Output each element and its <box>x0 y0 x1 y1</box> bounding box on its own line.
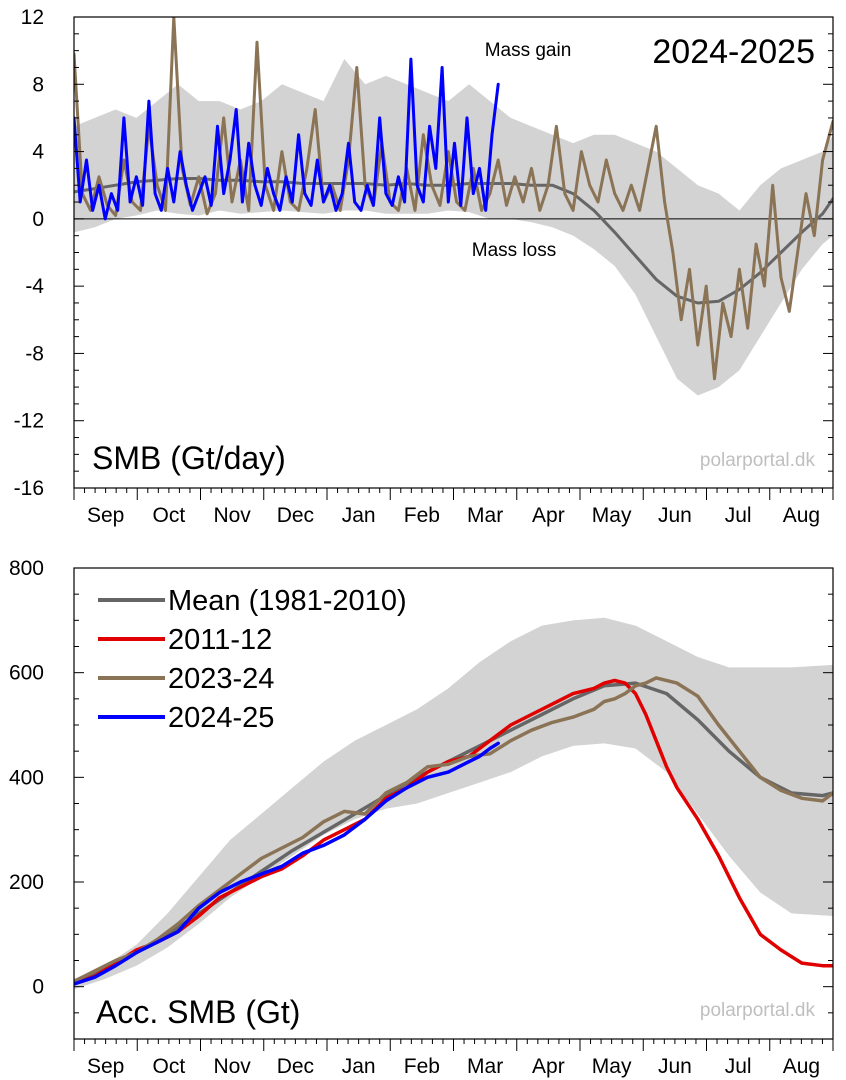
acc-smb-x-tick-label: Aug <box>783 1055 820 1078</box>
season-title: 2024-2025 <box>652 33 815 71</box>
acc-smb-x-tick-label: Mar <box>467 1055 503 1078</box>
acc-smb-x-tick-label: May <box>592 1055 632 1078</box>
daily-smb-x-tick-label: Oct <box>153 504 186 527</box>
legend-label-2011-12: 2011-12 <box>168 624 272 656</box>
acc-smb-series-2024-25 <box>74 741 500 986</box>
daily-smb-plot-area <box>74 17 833 396</box>
daily-smb-x-tick-label: May <box>592 504 632 527</box>
daily-smb-y-tick-label: -8 <box>25 342 44 365</box>
accumulated-smb-panel: Sep Oct Nov Dec Jan Feb Mar Apr May Jun Jul Aug 800 6… <box>9 557 834 1078</box>
legend: Mean (1981-2010) 2011-12 2023-24 2024-25 <box>98 585 407 734</box>
daily-smb-x-tick-label: Sep <box>87 504 124 527</box>
acc-smb-x-tick-label: Jul <box>725 1055 752 1078</box>
acc-smb-x-tick-label: Dec <box>277 1055 314 1078</box>
acc-smb-x-tick-label: Nov <box>213 1055 251 1078</box>
daily-smb-y-tick-label: 8 <box>32 73 44 96</box>
daily-smb-x-tick-label: Feb <box>404 504 440 527</box>
acc-smb-x-tick-label: Jun <box>658 1055 692 1078</box>
daily-smb-panel-label: SMB (Gt/day) <box>92 440 286 476</box>
daily-smb-y-tick-label: 0 <box>32 208 44 231</box>
accumulated-smb-axes: Sep Oct Nov Dec Jan Feb Mar Apr May Jun Jul Aug 800 6… <box>9 557 834 1078</box>
daily-smb-y-tick-label: -4 <box>25 275 44 298</box>
acc-smb-x-tick-label: Feb <box>404 1055 440 1078</box>
acc-smb-y-tick-label: 600 <box>9 662 44 685</box>
acc-smb-y-tick-label: 400 <box>9 766 44 789</box>
daily-smb-y-tick-label: -16 <box>14 477 44 500</box>
legend-label-mean-1981-2010: Mean (1981-2010) <box>168 585 407 617</box>
daily-smb-series-2024-25 <box>74 57 500 221</box>
acc-smb-series-2023-24 <box>74 676 833 984</box>
accumulated-smb-panel-label: Acc. SMB (Gt) <box>96 994 300 1030</box>
mass-gain-annotation: Mass gain <box>485 40 572 61</box>
daily-smb-y-tick-label: 12 <box>21 6 44 29</box>
daily-smb-y-tick-label: 4 <box>32 141 44 164</box>
daily-smb-x-tick-label: Apr <box>532 504 565 527</box>
daily-smb-x-tick-label: Jul <box>725 504 752 527</box>
acc-smb-series-2011-12 <box>74 678 833 986</box>
legend-label-2023-24: 2023-24 <box>168 663 274 695</box>
acc-smb-x-tick-label: Oct <box>153 1055 186 1078</box>
acc-smb-y-tick-label: 800 <box>9 557 44 580</box>
daily-smb-watermark: polarportal.dk <box>700 450 816 471</box>
daily-smb-axes: Sep Oct Nov Dec Jan Feb Mar Apr May Jun Jul Aug 12 8 4… <box>14 6 834 527</box>
daily-smb-y-tick-label: -12 <box>14 410 44 433</box>
acc-smb-x-tick-label: Jan <box>342 1055 376 1078</box>
daily-smb-x-tick-label: Dec <box>277 504 314 527</box>
daily-smb-clipped-group <box>74 17 833 396</box>
accumulated-smb-watermark: polarportal.dk <box>700 1000 816 1021</box>
acc-smb-x-tick-label: Apr <box>532 1055 565 1078</box>
daily-smb-x-tick-label: Aug <box>783 504 820 527</box>
mass-loss-annotation: Mass loss <box>472 240 556 261</box>
daily-smb-panel: Sep Oct Nov Dec Jan Feb Mar Apr May Jun Jul Aug 12 8 4… <box>14 6 834 527</box>
daily-smb-x-tick-label: Mar <box>467 504 503 527</box>
acc-smb-y-tick-label: 200 <box>9 871 44 894</box>
acc-smb-clipped-group <box>74 617 833 990</box>
accumulated-smb-plot-area <box>74 617 833 990</box>
legend-label-2024-25: 2024-25 <box>168 702 274 734</box>
daily-smb-x-tick-label: Nov <box>213 504 251 527</box>
daily-smb-x-tick-label: Jan <box>342 504 376 527</box>
acc-smb-y-tick-label: 0 <box>32 976 44 999</box>
acc-smb-x-tick-label: Sep <box>87 1055 124 1078</box>
daily-smb-x-tick-label: Jun <box>658 504 692 527</box>
